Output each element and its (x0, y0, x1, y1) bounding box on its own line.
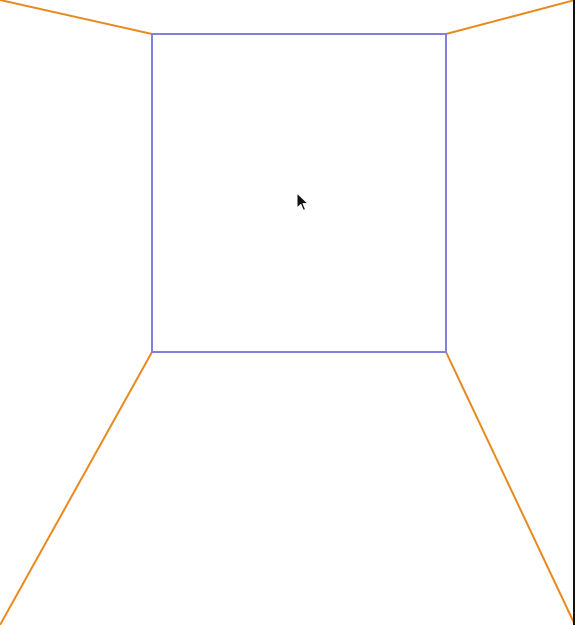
mouse-pointer-icon (296, 192, 309, 211)
edge-bottom-right (445, 351, 575, 625)
edge-bottom-left (0, 351, 153, 625)
edge-top-right (445, 0, 575, 35)
back-wall (151, 33, 447, 353)
window-right-border (573, 0, 575, 625)
edge-top-left (0, 0, 153, 35)
